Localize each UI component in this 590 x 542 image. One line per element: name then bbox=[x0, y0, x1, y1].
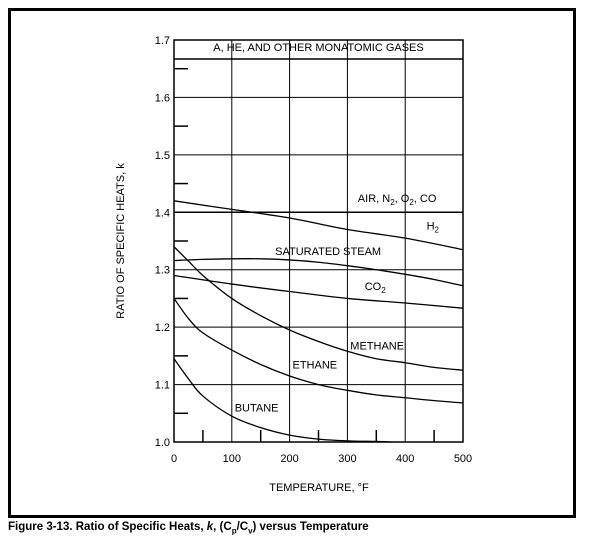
series-label-subscript: 2 bbox=[390, 198, 395, 207]
series-label-2: H2 bbox=[427, 221, 440, 235]
series-label-1: AIR, N2, O2, CO bbox=[358, 193, 437, 207]
series-label-subscript: 2 bbox=[381, 286, 386, 295]
caption-mid: , (C bbox=[213, 521, 232, 533]
series-line-3 bbox=[173, 258, 464, 287]
series-label-3: SATURATED STEAM bbox=[275, 246, 381, 258]
caption-sub-v: v bbox=[248, 526, 253, 536]
series-label-part: METHANE bbox=[350, 341, 404, 353]
caption-prefix: Figure 3-13. Ratio of Specific Heats, bbox=[8, 521, 207, 533]
series-label-7: BUTANE bbox=[235, 403, 279, 415]
x-tick-label: 300 bbox=[338, 453, 356, 465]
series-label-subscript: 2 bbox=[409, 198, 414, 207]
series-label-6: ETHANE bbox=[292, 359, 337, 371]
series-label-part: H bbox=[427, 221, 435, 233]
x-tick-label: 400 bbox=[396, 453, 414, 465]
caption-sub-p: p bbox=[231, 526, 237, 536]
series-label-part: ETHANE bbox=[292, 359, 337, 371]
series-label-part: SATURATED STEAM bbox=[275, 246, 381, 258]
x-tick-label: 0 bbox=[171, 453, 177, 465]
x-axis-title: TEMPERATURE, °F bbox=[269, 482, 369, 494]
series-label-part: , O bbox=[395, 193, 410, 205]
series-label-4: CO2 bbox=[365, 281, 387, 295]
series-line-4 bbox=[173, 274, 464, 309]
caption-slash: /C bbox=[236, 521, 249, 533]
y-tick-label: 1.0 bbox=[155, 437, 170, 449]
y-tick-label: 1.3 bbox=[155, 265, 170, 277]
y-tick-label: 1.7 bbox=[155, 35, 170, 47]
series-label-subscript: 2 bbox=[435, 226, 440, 235]
series-line-2 bbox=[173, 200, 464, 251]
series-line-6 bbox=[173, 298, 464, 404]
series-label-5: METHANE bbox=[350, 341, 404, 353]
y-tick-label: 1.2 bbox=[155, 322, 170, 334]
y-tick-label: 1.1 bbox=[155, 380, 170, 392]
series-label-part: , CO bbox=[414, 193, 437, 205]
caption-k: k bbox=[206, 521, 214, 533]
y-tick-label: 1.6 bbox=[155, 92, 170, 104]
x-tick-label: 100 bbox=[223, 453, 241, 465]
figure-caption: Figure 3-13. Ratio of Specific Heats, k,… bbox=[8, 521, 369, 535]
figure-frame bbox=[8, 8, 576, 518]
y-tick-label: 1.5 bbox=[155, 150, 170, 162]
series-label-part: BUTANE bbox=[235, 403, 279, 415]
series-label-part: AIR, N bbox=[358, 193, 390, 205]
series-label-0: A, HE, AND OTHER MONATOMIC GASES bbox=[213, 42, 423, 54]
series-label-part: A, HE, AND OTHER MONATOMIC GASES bbox=[213, 42, 423, 54]
x-tick-label: 200 bbox=[280, 453, 298, 465]
chart-series-lines bbox=[173, 58, 464, 443]
series-line-7 bbox=[173, 358, 391, 443]
series-label-part: CO bbox=[365, 281, 382, 293]
x-tick-label: 500 bbox=[454, 453, 472, 465]
y-tick-label: 1.4 bbox=[155, 207, 170, 219]
caption-suffix: ) versus Temperature bbox=[252, 521, 369, 533]
chart-ticks: 1.0 1.1 1.2 1.3 1.4 1.5 1.6 1.7 0 100 200 300 400 500 bbox=[155, 35, 472, 465]
y-axis-title: RATIO OF SPECIFIC HEATS, k bbox=[115, 163, 127, 319]
series-line-5 bbox=[173, 246, 464, 371]
